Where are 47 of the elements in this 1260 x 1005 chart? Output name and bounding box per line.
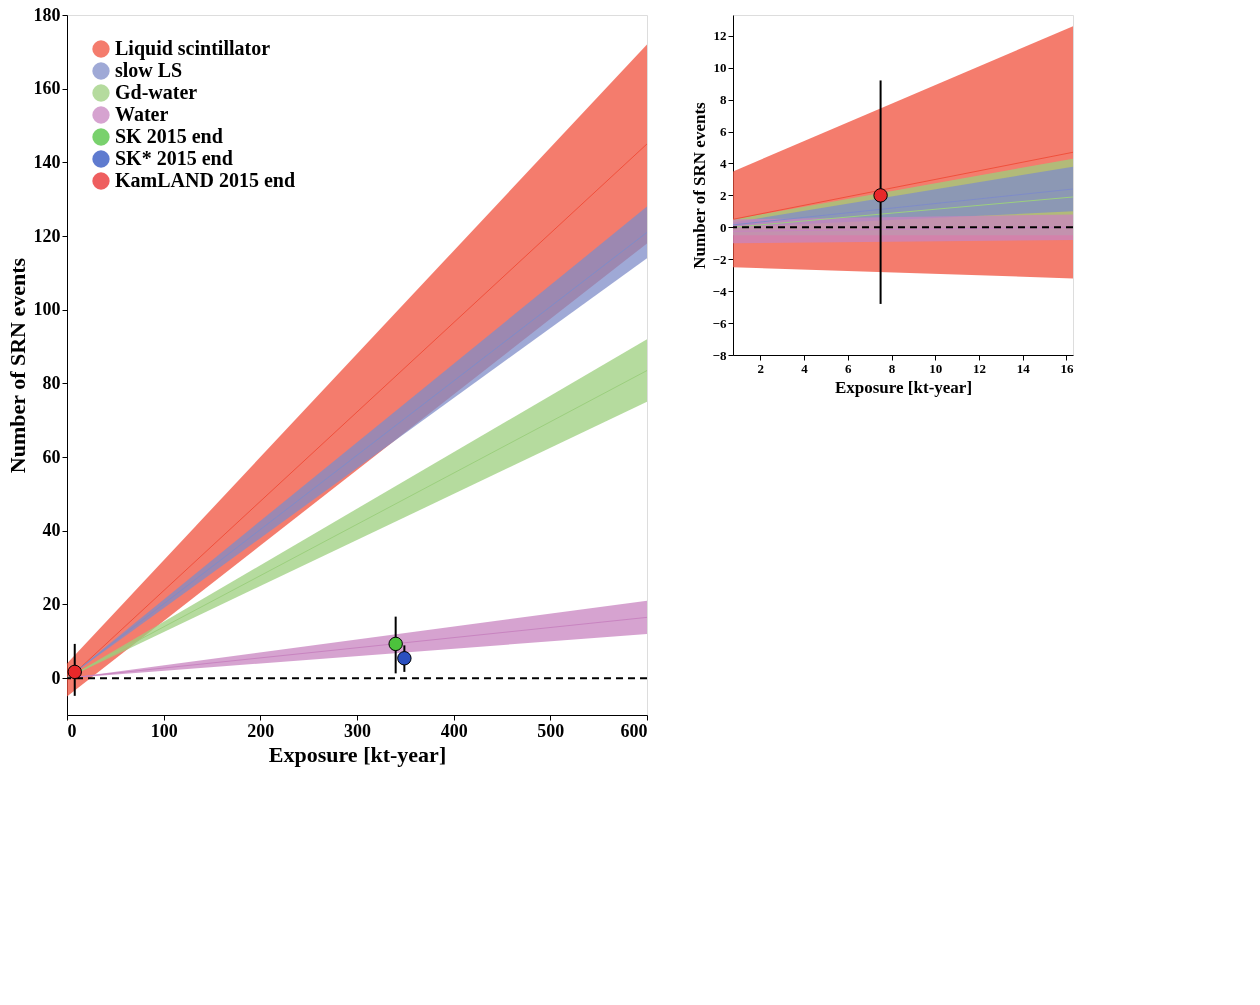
- legend-label: slow LS: [115, 59, 183, 81]
- x-tick-label: 0: [67, 720, 77, 741]
- x-tick-label: 14: [1016, 360, 1031, 376]
- y-tick-label: 20: [42, 593, 61, 614]
- y-tick-label: −8: [712, 347, 727, 363]
- legend-label: Liquid scintillator: [115, 37, 271, 60]
- y-tick-label: 10: [713, 60, 727, 76]
- y-tick-label: 0: [720, 219, 727, 235]
- y-tick-label: −4: [712, 283, 727, 299]
- x-tick-label: 10: [929, 360, 943, 376]
- y-tick-label: 0: [51, 667, 61, 688]
- x-tick-label: 100: [150, 720, 178, 741]
- y-tick-label: −6: [712, 315, 727, 331]
- y-tick-label: 2: [720, 187, 727, 203]
- y-tick-label: 8: [720, 92, 727, 108]
- x-tick-label: 300: [344, 720, 371, 741]
- y-axis-title: Number of SRN events: [689, 101, 709, 269]
- x-tick-label: 16: [1060, 360, 1074, 376]
- y-tick-label: 80: [42, 372, 61, 393]
- x-tick-label: 400: [440, 720, 468, 741]
- x-tick-label: 12: [972, 360, 986, 376]
- y-tick-label: 6: [720, 124, 727, 140]
- y-tick-label: 100: [33, 299, 61, 320]
- x-tick-label: 4: [801, 360, 809, 376]
- y-tick-label: 120: [33, 225, 61, 246]
- y-axis-title: Number of SRN events: [4, 257, 30, 474]
- x-tick-label: 200: [247, 720, 275, 741]
- y-tick-label: 60: [42, 446, 61, 467]
- x-tick-label: 8: [888, 360, 896, 376]
- y-tick-label: 4: [720, 155, 727, 171]
- x-axis-title: Exposure [kt-year]: [268, 741, 447, 767]
- legend-label: KamLAND 2015 end: [115, 169, 296, 191]
- y-tick-label: 180: [33, 4, 61, 25]
- x-tick-label: 600: [620, 720, 648, 741]
- y-tick-label: 140: [33, 151, 61, 172]
- legend-label: Gd-water: [115, 81, 198, 103]
- legend-label: SK 2015 end: [115, 125, 223, 147]
- y-tick-label: −2: [712, 251, 727, 267]
- x-tick-label: 500: [537, 720, 565, 741]
- legend-label: Water: [115, 103, 169, 125]
- x-axis-title: Exposure [kt-year]: [834, 377, 973, 397]
- x-tick-label: 2: [757, 360, 765, 376]
- y-tick-label: 40: [42, 520, 61, 541]
- legend-label: SK* 2015 end: [115, 147, 233, 169]
- x-tick-label: 6: [845, 360, 853, 376]
- y-tick-label: 12: [713, 28, 727, 44]
- y-tick-label: 160: [33, 78, 61, 99]
